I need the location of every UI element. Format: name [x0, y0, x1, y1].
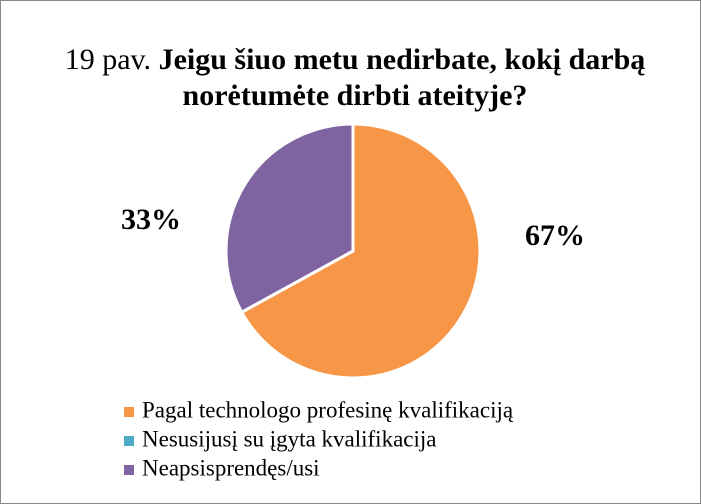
legend-label: Neapsisprendęs/usi: [142, 455, 320, 480]
figure-label: 19 pav.: [64, 43, 152, 76]
data-label: 67%: [525, 219, 585, 252]
chart-title: 19 pav. Jeigu šiuo metu nedirbate, kokį …: [60, 42, 650, 114]
legend-swatch: [124, 465, 134, 475]
data-label: 33%: [121, 203, 181, 236]
legend-label: Pagal technologo profesinę kvalifikaciją: [142, 397, 514, 422]
legend-swatch: [124, 407, 134, 417]
pie-slice: [239, 122, 482, 380]
legend-label: Nesusijusį su įgyta kvalifikacija: [142, 426, 436, 451]
legend-swatch: [124, 436, 134, 446]
pie-slice: [224, 122, 355, 315]
title-text: Jeigu šiuo metu nedirbate, kokį darbą no…: [158, 43, 646, 112]
